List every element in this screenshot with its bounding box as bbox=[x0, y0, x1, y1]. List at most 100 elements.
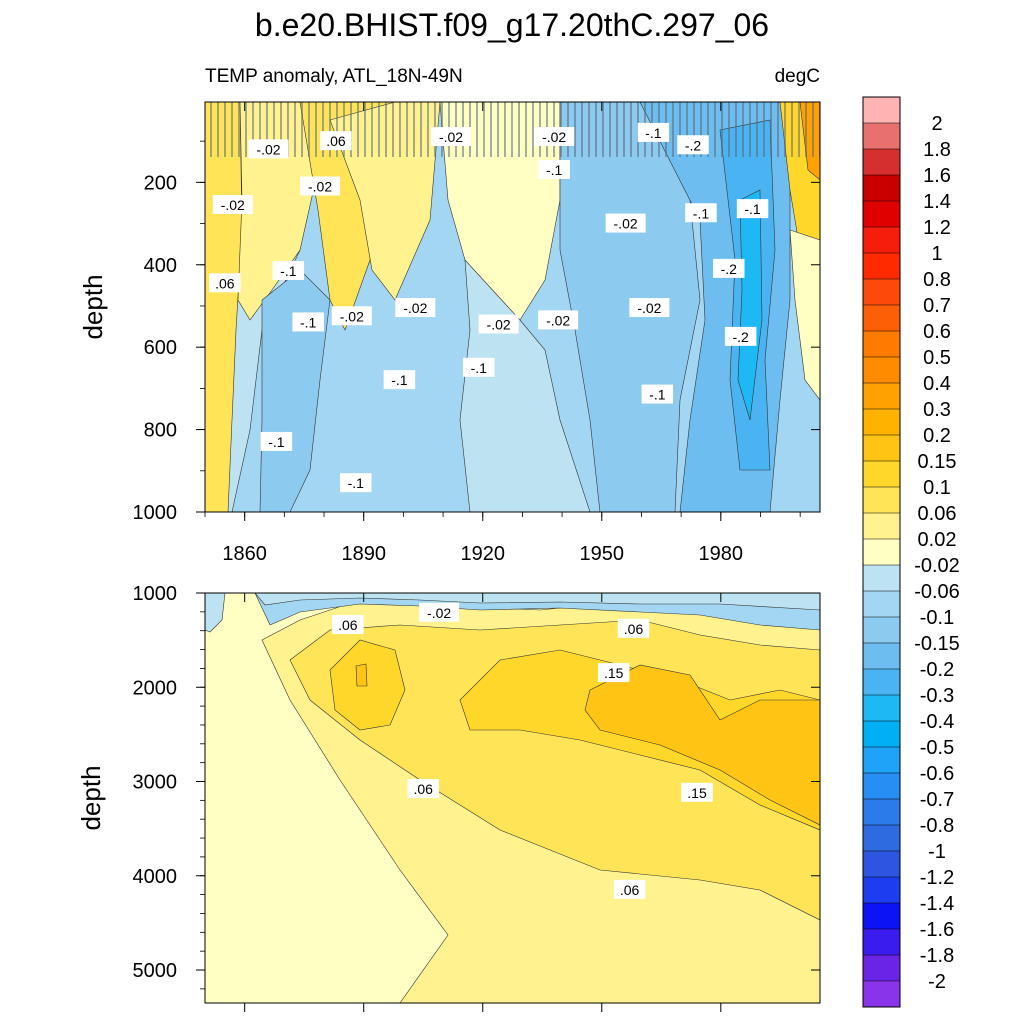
colorbar-swatch bbox=[863, 487, 900, 514]
colorbar-swatch bbox=[863, 721, 900, 748]
upper-contour-label-text: -.1 bbox=[471, 360, 488, 376]
colorbar-swatch bbox=[863, 461, 900, 488]
colorbar-swatch bbox=[863, 409, 900, 436]
colorbar-swatch bbox=[863, 825, 900, 852]
upper-contour-label-bg bbox=[331, 306, 372, 326]
upper-contour-label: -.1 bbox=[292, 312, 324, 332]
colorbar-level-label: -0.6 bbox=[920, 763, 954, 785]
upper-surface-striations bbox=[205, 102, 820, 157]
lower-contour-label-bg bbox=[597, 663, 630, 683]
upper-contour-label-bg bbox=[605, 213, 646, 233]
colorbar-level-label: 1.2 bbox=[923, 217, 951, 239]
colorbar-level-label: -0.8 bbox=[920, 815, 954, 837]
colorbar-level-label: -1.2 bbox=[920, 867, 954, 889]
colorbar-swatch bbox=[863, 669, 900, 696]
upper-contour-label: .06 bbox=[320, 131, 352, 151]
lower-contour-label-text: .15 bbox=[687, 785, 707, 801]
upper-field bbox=[205, 102, 820, 512]
colorbar-swatch bbox=[863, 903, 900, 930]
upper-contour-label: -.2 bbox=[677, 135, 709, 155]
upper-contour-label: -.1 bbox=[538, 159, 570, 179]
upper-contour-label-text: .06 bbox=[215, 275, 235, 291]
upper-y-axis-label: depth bbox=[78, 274, 108, 339]
colorbar-level-label: 0.06 bbox=[918, 503, 957, 525]
upper-contour-label: -.02 bbox=[248, 139, 289, 159]
lower-y-axis-label: depth bbox=[76, 765, 106, 830]
upper-x-axis: 1860 1890 1920 1950 1980 bbox=[204, 102, 801, 565]
colorbar-swatch bbox=[863, 149, 900, 176]
colorbar-swatch bbox=[863, 877, 900, 904]
upper-contour-label: -.02 bbox=[478, 314, 519, 334]
upper-contour-label-bg bbox=[300, 176, 341, 196]
upper-contour-label-text: -.1 bbox=[391, 372, 408, 388]
colorbar-swatch bbox=[863, 97, 900, 124]
upper-contour-label-bg bbox=[209, 273, 241, 293]
upper-contour-label: -.2 bbox=[724, 326, 757, 346]
colorbar-level-label: 2 bbox=[931, 113, 942, 135]
colorbar-level-label: -1.8 bbox=[920, 945, 954, 967]
upper-contour-label-text: -.1 bbox=[348, 475, 365, 491]
upper-contour-label-bg bbox=[538, 310, 579, 330]
upper-contour-label: -.02 bbox=[331, 306, 372, 326]
upper-y-axis: 200 400 600 800 1000 bbox=[133, 140, 820, 524]
upper-contour-label-text: -.02 bbox=[403, 300, 427, 316]
upper-y-tick-label: 1000 bbox=[133, 502, 178, 524]
upper-contour-label-bg bbox=[272, 260, 305, 280]
upper-contour-label: .06 bbox=[209, 273, 241, 293]
upper-y-tick-label: 400 bbox=[144, 255, 177, 277]
upper-contour-label-text: -.2 bbox=[732, 329, 749, 345]
colorbar-swatch bbox=[863, 123, 900, 150]
colorbar-swatch bbox=[863, 253, 900, 280]
lower-contour-label: .06 bbox=[407, 779, 439, 799]
upper-contour-label: -.02 bbox=[300, 176, 341, 196]
colorbar-swatch bbox=[863, 539, 900, 566]
upper-contour-label: -.02 bbox=[605, 213, 646, 233]
upper-contour-label-bg bbox=[677, 135, 709, 155]
lower-contour-label-text: .06 bbox=[624, 621, 644, 637]
upper-contour-label-text: -.02 bbox=[439, 129, 463, 145]
lower-contour-label: .06 bbox=[617, 618, 650, 638]
colorbar-level-label: 1 bbox=[931, 243, 942, 265]
upper-panel: -.02 .06 -.02 -.02 -.1 -.2 -.02 -.1 -.02 -.02 -.1 -… bbox=[78, 101, 821, 565]
upper-contour-label-text: -.02 bbox=[487, 317, 511, 333]
colorbar-swatch bbox=[863, 747, 900, 774]
colorbar-level-label: -0.7 bbox=[920, 789, 954, 811]
upper-x-tick-label: 1950 bbox=[580, 543, 625, 565]
lower-fill-top-pale-blue bbox=[254, 593, 820, 611]
colorbar-level-label: -0.02 bbox=[914, 555, 960, 577]
lower-contour-label: .06 bbox=[613, 879, 646, 899]
upper-contour-label: -.1 bbox=[340, 473, 372, 493]
lower-y-tick-label: 2000 bbox=[133, 677, 178, 699]
colorbar-swatch bbox=[863, 435, 900, 462]
lower-contour-label: .15 bbox=[681, 782, 713, 802]
colorbar-level-label: 0.2 bbox=[923, 425, 951, 447]
upper-contour-label-bg bbox=[260, 431, 293, 451]
upper-contour-label-text: -.1 bbox=[744, 201, 761, 217]
lower-contour-label: -.02 bbox=[419, 602, 460, 622]
colorbar-swatch bbox=[863, 773, 900, 800]
upper-fill-core-1985 bbox=[737, 189, 763, 421]
upper-contour-label-text: -.02 bbox=[614, 216, 638, 232]
lower-contour-label-bg bbox=[617, 618, 650, 638]
upper-x-tick-label: 1980 bbox=[699, 543, 744, 565]
lower-fill-core-1930 bbox=[584, 664, 820, 826]
upper-contour-label: -.02 bbox=[431, 127, 471, 147]
lower-x-axis-ticks bbox=[244, 593, 722, 1012]
upper-contour-label-text: -.2 bbox=[721, 261, 738, 277]
upper-contour-label-bg bbox=[431, 127, 471, 147]
colorbar-level-label: 0.1 bbox=[923, 477, 951, 499]
colorbar-swatch bbox=[863, 851, 900, 878]
upper-contour-label-bg bbox=[212, 195, 253, 215]
upper-contour-label-text: -.02 bbox=[637, 300, 661, 316]
lower-contour-label: .15 bbox=[597, 663, 630, 683]
upper-contour-label: -.1 bbox=[736, 199, 769, 219]
colorbar-swatch bbox=[863, 591, 900, 618]
lower-contour-label-text: .06 bbox=[620, 882, 640, 898]
upper-x-tick-label: 1890 bbox=[341, 543, 386, 565]
colorbar-level-label: -0.5 bbox=[920, 737, 954, 759]
upper-fill-pale-east bbox=[789, 229, 820, 401]
colorbar-level-label: -0.2 bbox=[920, 659, 954, 681]
upper-contour-label-bg bbox=[685, 203, 717, 223]
upper-y-tick-label: 200 bbox=[144, 172, 177, 194]
